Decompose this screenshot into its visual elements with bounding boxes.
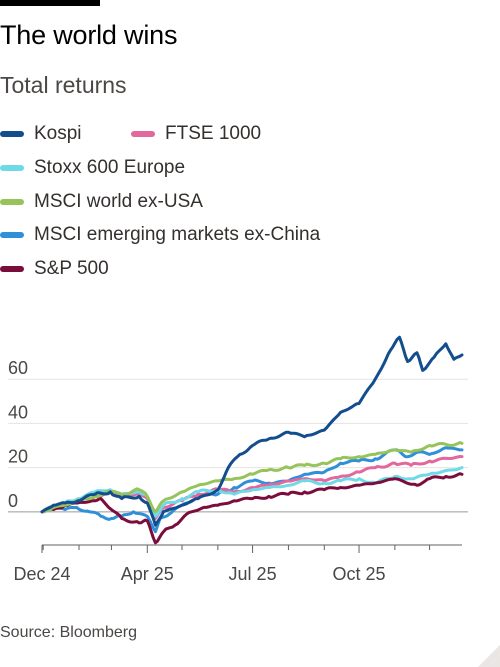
y-tick-label-40: 40 <box>8 402 28 422</box>
legend-label-sp500: S&P 500 <box>34 258 109 279</box>
legend-label-ftse: FTSE 1000 <box>165 123 262 144</box>
y-tick-label-20: 20 <box>8 447 28 467</box>
legend-swatch-msci-em <box>0 232 24 238</box>
x-tick-label-0: Dec 24 <box>13 564 70 584</box>
x-tick-label-2: Jul 25 <box>229 564 277 584</box>
corner-fold <box>478 645 500 667</box>
x-axis <box>41 544 462 553</box>
header-accent-bar <box>0 0 100 6</box>
series-lines <box>40 335 464 545</box>
legend-label-kospi: Kospi <box>34 123 82 144</box>
legend-item-kospi: Kospi <box>0 123 82 145</box>
legend-item-sp500: S&P 500 <box>0 258 109 280</box>
series-line-kospi <box>40 335 464 527</box>
legend-label-stoxx: Stoxx 600 Europe <box>34 157 186 178</box>
legend-label-msci-world: MSCI world ex-USA <box>34 191 203 212</box>
legend-swatch-ftse <box>131 131 155 137</box>
x-tick-label-3: Oct 25 <box>333 564 386 584</box>
legend-swatch-msci-world <box>0 199 24 205</box>
chart-subtitle: Total returns <box>0 72 127 98</box>
line-chart: 0 20 40 60 Dec 24 Apr 25 Jul 25 Oct 25 <box>8 335 468 584</box>
legend-swatch-stoxx <box>0 165 24 171</box>
legend-item-stoxx: Stoxx 600 Europe <box>0 157 185 179</box>
source-note: Source: Bloomberg <box>0 624 137 641</box>
series-line-ftse-1000 <box>40 455 464 520</box>
series-line-s-p-500 <box>40 472 464 545</box>
legend-item-ftse: FTSE 1000 <box>131 123 261 145</box>
y-tick-label-0: 0 <box>8 491 18 511</box>
x-tick-label-1: Apr 25 <box>121 564 174 584</box>
legend-swatch-kospi <box>0 131 24 137</box>
legend-item-msci-world: MSCI world ex-USA <box>0 191 203 213</box>
axis-labels: 0 20 40 60 Dec 24 Apr 25 Jul 25 Oct 25 <box>8 358 386 584</box>
legend-item-msci-em: MSCI emerging markets ex-China <box>0 224 320 246</box>
chart-title: The world wins <box>0 20 178 50</box>
legend-label-msci-em: MSCI emerging markets ex-China <box>34 224 321 245</box>
y-tick-label-60: 60 <box>8 358 28 378</box>
legend-swatch-sp500 <box>0 266 24 272</box>
